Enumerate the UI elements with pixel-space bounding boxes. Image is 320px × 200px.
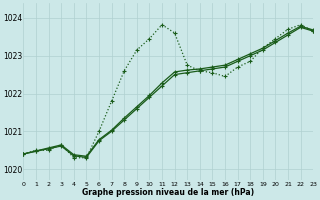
X-axis label: Graphe pression niveau de la mer (hPa): Graphe pression niveau de la mer (hPa) bbox=[82, 188, 254, 197]
